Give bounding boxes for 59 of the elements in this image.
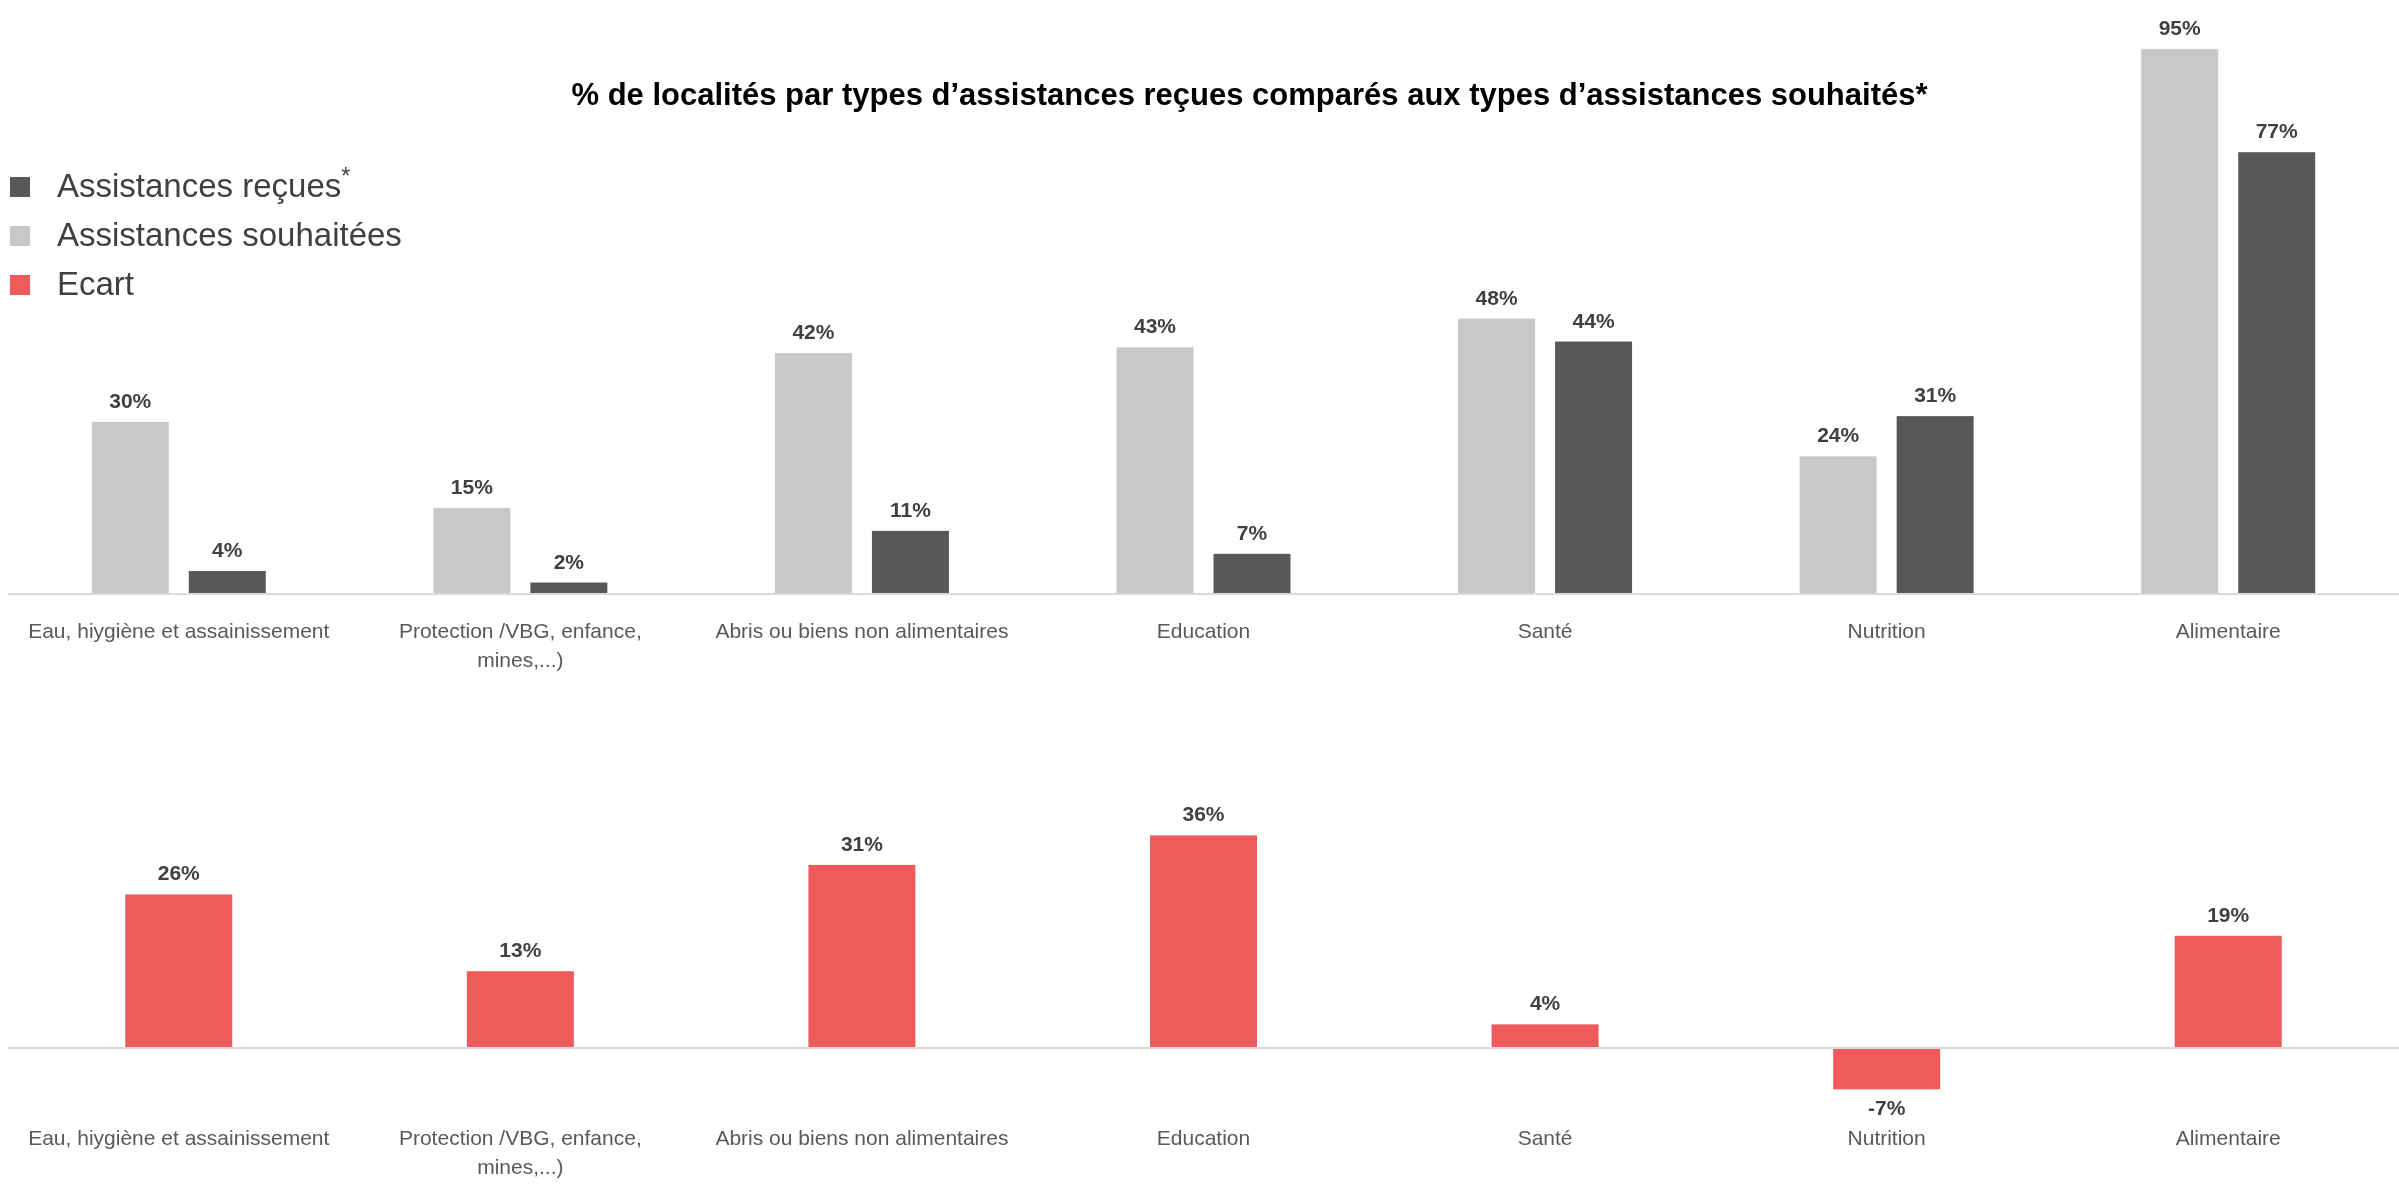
data-label: 19% — [2207, 902, 2250, 926]
data-label: 77% — [2255, 119, 2299, 143]
bar — [1491, 1024, 1599, 1048]
bar — [2141, 48, 2219, 594]
legend-label: Assistances souhaitées — [57, 216, 402, 253]
data-label: 26% — [157, 861, 201, 885]
bar — [774, 353, 852, 594]
data-label: 4% — [1529, 991, 1561, 1015]
bar — [1833, 1048, 1941, 1090]
data-label: 31% — [1914, 383, 1957, 407]
x-tick-label: Santé — [1517, 619, 1573, 642]
text: % de localités par types d’assistances reçues comparés aux types d’assistances souhaités* — [571, 77, 1929, 112]
bar — [466, 971, 574, 1048]
data-label: 42% — [792, 320, 835, 344]
x-tick-label: Santé — [1517, 1126, 1573, 1149]
bar — [2238, 152, 2316, 594]
bar — [188, 571, 266, 594]
bar — [1150, 835, 1257, 1048]
x-tick-label: Education — [1156, 619, 1251, 642]
data-label: 44% — [1572, 308, 1615, 332]
data-label: 30% — [109, 388, 152, 412]
x-tick-label: Protection /VBG, enfance, mines,...) — [398, 1126, 642, 1178]
x-tick-label: Alimentaire — [2175, 1126, 2281, 1149]
data-label: -7% — [1867, 1096, 1906, 1120]
x-tick-label: Protection /VBG, enfance, mines,...) — [398, 619, 642, 671]
bar — [1799, 456, 1877, 594]
bar — [1555, 341, 1633, 594]
data-label: 24% — [1817, 423, 1860, 447]
bar — [91, 421, 169, 594]
bar — [808, 864, 916, 1048]
x-tick-label: Education — [1156, 1126, 1251, 1149]
x-tick-label: Abris ou biens non alimentaires — [715, 619, 1009, 642]
bar — [1458, 318, 1536, 594]
data-label: 15% — [450, 474, 494, 498]
bar — [125, 894, 233, 1048]
x-tick-label: Eau, hiygiène et assainissement — [28, 619, 330, 642]
bar — [1116, 347, 1194, 594]
data-label: 7% — [1236, 520, 1268, 544]
legend-label: Assistances reçues$^{*}$ — [57, 163, 351, 204]
bar — [1213, 553, 1291, 594]
data-label: 95% — [2158, 15, 2202, 39]
data-label: 4% — [212, 538, 243, 562]
x-tick-label: Eau, hiygiène et assainissement — [28, 1126, 330, 1149]
data-label: 36% — [1182, 802, 1225, 826]
bar — [871, 530, 949, 594]
x-tick-label: Nutrition — [1847, 619, 1926, 642]
x-tick-label: Alimentaire — [2175, 619, 2281, 642]
bar — [2174, 935, 2282, 1048]
x-tick-label: Abris ou biens non alimentaires — [715, 1126, 1009, 1149]
data-label: 13% — [499, 938, 542, 962]
bar — [433, 507, 511, 594]
x-tick-label: Nutrition — [1847, 1126, 1926, 1149]
data-label: 31% — [840, 831, 884, 855]
legend-label: Ecart — [57, 265, 135, 302]
data-label: 43% — [1133, 314, 1177, 338]
data-label: 2% — [553, 549, 585, 573]
bar — [1896, 416, 1974, 594]
data-label: 11% — [889, 497, 932, 521]
data-label: 48% — [1475, 285, 1518, 309]
